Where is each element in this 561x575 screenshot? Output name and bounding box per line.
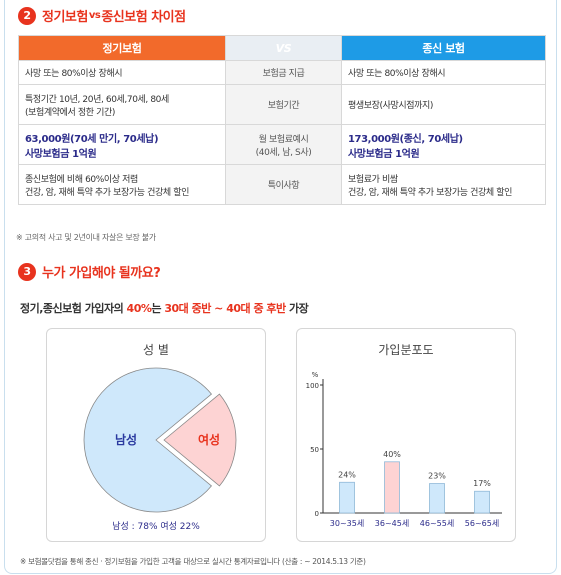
y-axis-label: % xyxy=(312,371,319,379)
bar-value-label: 17% xyxy=(473,479,491,488)
subheading-suffix: 가장 xyxy=(285,302,309,315)
comparison-cell-category: 특이사항 xyxy=(225,164,342,205)
footnote: ※ 보험몰닷컴을 통해 종신 · 정기보험을 가입한 고객을 대상으로 실시간 … xyxy=(20,557,366,566)
comparison-cell-whole-life: 평생보장(사망시점까지) xyxy=(341,84,546,125)
bar-category-label: 46~55세 xyxy=(420,519,454,528)
section-number-badge: 3 xyxy=(18,262,36,281)
distribution-subheading: 정기,종신보험 가입자의 40%는 30대 중반 ~ 40대 중 후반 가장 xyxy=(20,300,309,316)
comparison-row: 사망 또는 80%이상 장해시 보험금 지급 사망 또는 80%이상 장해시 xyxy=(18,60,546,85)
distribution-chart-box: 가입분포도 % 0 50 100 24% 30~35세 40% 36~45세 23% 46~55세… xyxy=(296,328,516,542)
comparison-row: 63,000원(70세 만기, 70세납) 사망보험금 1억원 월 보험료예시 (… xyxy=(18,124,546,165)
bar xyxy=(474,490,490,514)
subheading-percent: 40% xyxy=(126,302,152,315)
bar-value-label: 24% xyxy=(338,470,356,479)
comparison-cell-term: 특정기간 10년, 20년, 60세,70세, 80세 (보험계약에서 정한 기… xyxy=(18,84,226,125)
section-title: 누가 가입해야 될까요? xyxy=(42,266,161,281)
comparison-table: 정기보험 VS 종신 보험 사망 또는 80%이상 장해시 보험금 지급 사망 또는… xyxy=(18,35,546,205)
subheading-middle: 는 xyxy=(151,302,165,315)
comparison-cell-whole-life: 173,000원(종신, 70세납) 사망보험금 1억원 xyxy=(341,124,546,165)
bar-value-label: 40% xyxy=(383,450,401,459)
pie-label-male: 남성 xyxy=(115,432,137,447)
subheading-range: 30대 중반 ~ 40대 중 후반 xyxy=(164,302,286,315)
bar xyxy=(339,481,355,514)
comparison-row: 특정기간 10년, 20년, 60세,70세, 80세 (보험계약에서 정한 기… xyxy=(18,84,546,125)
comparison-cell-term: 종신보험에 비해 60%이상 저렴 건강, 암, 재해 특약 추가 보장가능 건… xyxy=(18,164,226,205)
y-tick-label: 0 xyxy=(315,510,319,518)
comparison-cell-category: 보험기간 xyxy=(225,84,342,125)
comparison-cell-term: 63,000원(70세 만기, 70세납) 사망보험금 1억원 xyxy=(18,124,226,165)
section-title-vs: vs xyxy=(88,10,101,21)
y-tick-label: 100 xyxy=(306,382,319,390)
section-number-badge: 2 xyxy=(18,6,36,25)
pie-slice-female xyxy=(163,393,237,487)
gender-pie-chart: 남성 여성 xyxy=(83,367,237,513)
gender-chart-caption: 남성 : 78% 여성 22% xyxy=(112,522,200,532)
header-vs: VS xyxy=(225,35,342,61)
comparison-row: 종신보험에 비해 60%이상 저렴 건강, 암, 재해 특약 추가 보장가능 건… xyxy=(18,164,546,205)
gender-chart-title: 성 별 xyxy=(143,343,169,357)
section-title-right: 종신보험 차이점 xyxy=(101,10,186,25)
comparison-cell-whole-life: 사망 또는 80%이상 장해시 xyxy=(341,60,546,85)
section-2-heading: 2 정기보험 vs 종신보험 차이점 xyxy=(18,6,186,25)
comparison-cell-category: 월 보험료예시 (40세, 남, S사) xyxy=(225,124,342,165)
subheading-prefix: 정기,종신보험 가입자의 xyxy=(20,302,127,315)
header-whole-life-insurance: 종신 보험 xyxy=(341,35,546,61)
y-tick-label: 50 xyxy=(310,446,319,454)
bar-value-label: 23% xyxy=(428,472,446,481)
header-term-insurance: 정기보험 xyxy=(18,35,226,61)
bar-category-label: 30~35세 xyxy=(330,519,364,528)
distribution-bar-chart: % 0 50 100 24% 30~35세 40% 36~45세 23% 46~55세 17% 56~… xyxy=(306,371,502,528)
section-3-heading: 3 누가 가입해야 될까요? xyxy=(18,262,161,281)
section-title-left: 정기보험 xyxy=(42,10,88,25)
bar xyxy=(384,461,400,514)
bar xyxy=(429,483,445,514)
comparison-cell-term: 사망 또는 80%이상 장해시 xyxy=(18,60,226,85)
bar-category-label: 56~65세 xyxy=(465,519,499,528)
pie-slice-male xyxy=(83,367,213,513)
comparison-cell-category: 보험금 지급 xyxy=(225,60,342,85)
distribution-chart-title: 가입분포도 xyxy=(378,343,434,357)
bar-category-label: 36~45세 xyxy=(375,519,409,528)
comparison-header-row: 정기보험 VS 종신 보험 xyxy=(18,35,546,61)
comparison-cell-whole-life: 보험료가 비쌈 건강, 암, 재해 특약 추가 보장가능 건강체 할인 xyxy=(341,164,546,205)
gender-chart-box: 성 별 남성 여성 남성 : 78% 여성 22% xyxy=(46,328,266,542)
note-exclusion: ※ 고의적 사고 및 2년이내 자살은 보장 불가 xyxy=(16,233,156,242)
pie-label-female: 여성 xyxy=(198,432,220,447)
